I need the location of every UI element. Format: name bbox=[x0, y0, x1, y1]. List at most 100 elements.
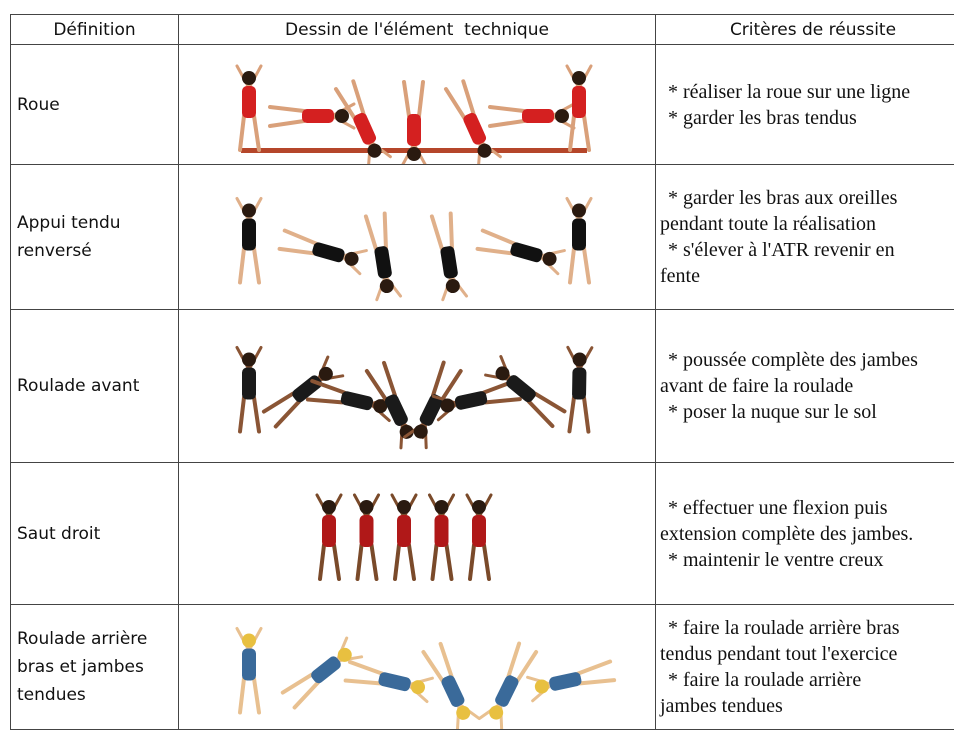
gymnast bbox=[566, 347, 591, 431]
definition-line: Saut droit bbox=[17, 520, 178, 548]
limb bbox=[308, 394, 342, 407]
gymnast bbox=[392, 495, 416, 579]
criteria-line: * faire la roulade arrière bras bbox=[660, 615, 954, 641]
head bbox=[242, 203, 256, 217]
limb bbox=[254, 248, 259, 282]
gymnast bbox=[237, 66, 261, 150]
gymnast bbox=[567, 198, 591, 282]
limb bbox=[395, 545, 399, 579]
head bbox=[322, 500, 336, 514]
criteria-line: * poussée complète des jambes bbox=[660, 347, 954, 373]
gymnast bbox=[364, 213, 401, 300]
head bbox=[397, 500, 411, 514]
torso bbox=[309, 654, 343, 685]
limb bbox=[460, 81, 478, 114]
torso bbox=[407, 114, 421, 146]
torso bbox=[548, 671, 582, 691]
torso bbox=[435, 515, 449, 547]
torso bbox=[572, 86, 586, 118]
criteria-line: extension complète des jambes. bbox=[660, 521, 954, 547]
criteria-line: * garder les bras tendus bbox=[660, 105, 954, 131]
head bbox=[360, 500, 374, 514]
limb bbox=[570, 116, 574, 150]
limb bbox=[240, 678, 244, 712]
drawing-cell bbox=[179, 165, 656, 310]
definition-cell: Roue bbox=[11, 45, 179, 165]
limb bbox=[240, 116, 244, 150]
table-row: Roulade avant * poussée complète des jamb… bbox=[11, 310, 954, 463]
gymnast bbox=[528, 659, 615, 700]
gymnast bbox=[345, 659, 432, 701]
header-row: Définition Dessin de l'élément technique… bbox=[11, 15, 954, 45]
limb bbox=[404, 82, 409, 116]
header-cell: Critères de réussite bbox=[656, 15, 954, 45]
gymnast bbox=[477, 227, 564, 273]
drawing-cell bbox=[179, 45, 656, 165]
head bbox=[407, 147, 421, 161]
torso bbox=[322, 515, 336, 547]
head bbox=[435, 500, 449, 514]
limb bbox=[577, 661, 611, 673]
criteria-line: * maintenir le ventre creux bbox=[660, 547, 954, 573]
gymnast bbox=[430, 495, 454, 579]
head bbox=[555, 109, 569, 123]
torso bbox=[572, 367, 587, 399]
limb bbox=[447, 213, 456, 247]
limb bbox=[254, 116, 259, 150]
torso bbox=[374, 245, 393, 279]
torso bbox=[360, 515, 374, 547]
gymnast bbox=[317, 495, 341, 579]
criteria-line: fente bbox=[660, 263, 954, 289]
drawing bbox=[179, 166, 656, 309]
criteria-line: tendus pendant tout l'exercice bbox=[660, 641, 954, 667]
limb bbox=[284, 230, 318, 243]
criteria-line: * faire la roulade arrière bbox=[660, 667, 954, 693]
limb bbox=[358, 545, 362, 579]
gymnast bbox=[237, 347, 261, 431]
limb bbox=[584, 116, 589, 150]
limb bbox=[484, 545, 489, 579]
drawing-cell bbox=[179, 310, 656, 463]
limb bbox=[254, 678, 259, 712]
limb bbox=[381, 213, 390, 247]
limb bbox=[240, 248, 244, 282]
torso bbox=[377, 671, 411, 692]
definition-cell: Roulade avant bbox=[11, 310, 179, 463]
limb bbox=[419, 82, 423, 116]
criteria-table: Définition Dessin de l'élément technique… bbox=[10, 14, 954, 730]
gymnast bbox=[237, 628, 261, 712]
criteria-line: * poser la nuque sur le sol bbox=[660, 399, 954, 425]
torso bbox=[493, 673, 520, 708]
torso bbox=[472, 515, 486, 547]
limb bbox=[470, 545, 474, 579]
limb bbox=[447, 545, 452, 579]
gymnast bbox=[279, 227, 366, 273]
torso bbox=[462, 111, 488, 146]
limb bbox=[270, 107, 304, 111]
limb bbox=[584, 248, 589, 282]
limb bbox=[240, 397, 244, 431]
limb bbox=[504, 643, 524, 676]
torso bbox=[311, 241, 346, 263]
torso bbox=[302, 109, 334, 123]
limb bbox=[486, 395, 520, 406]
head bbox=[573, 352, 587, 366]
criteria-cell: * réaliser la roue sur une ligne* garder… bbox=[656, 45, 954, 165]
torso bbox=[242, 648, 256, 680]
head bbox=[572, 71, 586, 85]
limb bbox=[433, 545, 437, 579]
gymnast bbox=[262, 357, 343, 428]
header-cell: Définition bbox=[11, 15, 179, 45]
limb bbox=[570, 248, 574, 282]
torso bbox=[383, 392, 409, 427]
gymnast bbox=[307, 378, 394, 420]
limb bbox=[482, 230, 516, 243]
definition-line: tendues bbox=[17, 681, 178, 709]
limb bbox=[490, 107, 524, 111]
criteria-line: * réaliser la roue sur une ligne bbox=[660, 79, 954, 105]
